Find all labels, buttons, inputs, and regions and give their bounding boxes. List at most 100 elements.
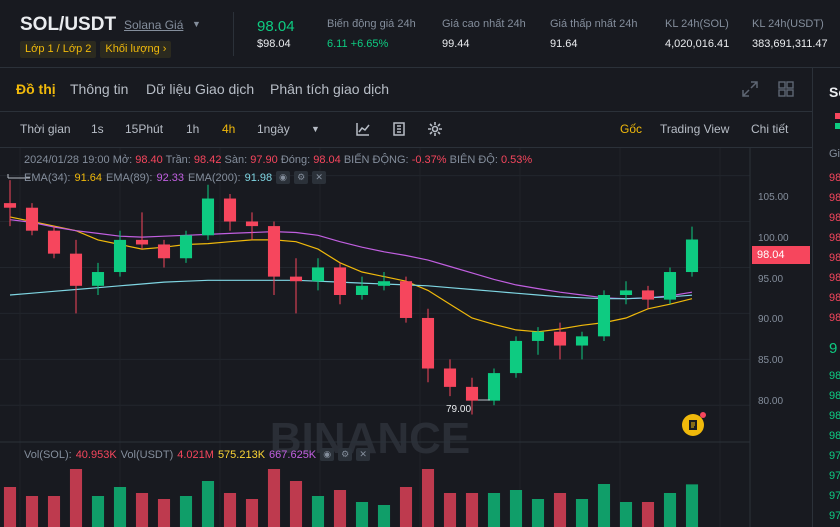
y-tick: 85.00	[758, 355, 784, 366]
ask-price: 98	[829, 272, 840, 284]
candle-body	[69, 253, 83, 286]
interval-dropdown-icon[interactable]: ▼	[311, 124, 320, 134]
settings-icon[interactable]: ⚙	[338, 448, 353, 461]
low-price-label: 79.00	[446, 404, 472, 415]
buy-indicator-icon[interactable]	[835, 123, 840, 129]
ema-lines	[9, 216, 693, 333]
interval-1s[interactable]: 1s	[91, 122, 104, 136]
volume-bar	[245, 499, 259, 527]
stat-label: KL 24h(USDT)	[752, 18, 824, 30]
stat-label: Giá thấp nhất 24h	[550, 18, 638, 30]
indicator-icon[interactable]	[355, 121, 371, 137]
stat-value: 4,020,016.41	[665, 38, 730, 50]
gear-icon[interactable]	[427, 121, 443, 137]
eye-icon[interactable]: ◉	[276, 171, 291, 184]
grid-layout-icon[interactable]	[777, 80, 795, 98]
pair-name-link[interactable]: Solana Giá	[124, 18, 184, 32]
bid-price: 97	[829, 490, 840, 502]
vol-ma1-value: 575.213K	[217, 448, 266, 461]
tab-trading-analysis[interactable]: Phân tích giao dịch	[270, 81, 390, 97]
volume-bar	[25, 496, 39, 527]
depth-icon[interactable]	[391, 121, 407, 137]
candle-body	[685, 239, 699, 273]
candles	[3, 180, 699, 415]
candle-body	[311, 267, 325, 282]
expand-icon[interactable]	[741, 80, 759, 98]
candle-body	[267, 226, 281, 277]
order-book-button[interactable]	[682, 414, 704, 436]
candle-body	[3, 203, 17, 208]
volume-bar	[487, 493, 501, 527]
volume-bar	[311, 496, 325, 527]
notification-dot	[700, 412, 706, 418]
interval-1h[interactable]: 1h	[186, 122, 200, 136]
candle-body	[25, 207, 39, 231]
order-book-title: So	[829, 84, 840, 100]
candle-body	[641, 290, 655, 300]
interval-4h[interactable]: 4h	[222, 122, 236, 136]
tab-chart[interactable]: Đồ thị	[16, 81, 56, 97]
volume-bar	[113, 487, 127, 527]
volume-bar	[421, 469, 435, 527]
candle-body	[399, 281, 413, 318]
last-price-usd: $98.04	[257, 38, 291, 50]
interval-time[interactable]: Thời gian	[20, 122, 71, 136]
tag-layer[interactable]: Lớp 1 / Lớp 2	[20, 41, 97, 58]
close-icon[interactable]: ✕	[356, 448, 371, 461]
volume-bar	[179, 496, 193, 527]
ema-line-1	[9, 219, 693, 300]
volume-bar	[355, 502, 369, 527]
candle-body	[553, 331, 567, 346]
pair-symbol[interactable]: SOL/USDT	[20, 14, 117, 35]
volume-bar	[597, 484, 611, 527]
volume-bar	[135, 493, 149, 527]
volume-bar	[91, 496, 105, 527]
view-tradingview[interactable]: Trading View	[660, 122, 730, 136]
volume-bar	[69, 469, 83, 527]
ema34-label: EMA(34):	[24, 171, 71, 184]
candlestick-chart[interactable]: BINANCE	[0, 148, 812, 527]
ask-price: 98	[829, 252, 840, 264]
bid-price: 97	[829, 470, 840, 482]
pair-dropdown-icon[interactable]: ▼	[192, 19, 201, 29]
tag-volume[interactable]: Khối lượng ›	[100, 41, 172, 58]
legend-low: 97.90	[250, 154, 278, 166]
interval-15m[interactable]: 15Phút	[125, 122, 164, 136]
ask-price: 98	[829, 212, 840, 224]
volume-bar	[509, 490, 523, 527]
candle-body	[465, 386, 479, 401]
sell-indicator-icon[interactable]	[835, 113, 840, 119]
volume-bar	[47, 496, 61, 527]
order-book-col-label: Gi	[829, 148, 840, 160]
candle-body	[531, 331, 545, 341]
volume-bar	[223, 493, 237, 527]
volume-bar	[619, 502, 633, 527]
settings-icon[interactable]: ⚙	[294, 171, 309, 184]
legend-datetime: 2024/01/28 19:00	[24, 154, 110, 166]
main-tabs: Đồ thị Thông tin Dữ liệu Giao dịch Phân …	[0, 68, 812, 112]
ask-price: 98	[829, 292, 840, 304]
ema34-value: 91.64	[74, 171, 102, 184]
volume-bar	[465, 493, 479, 527]
interval-1d[interactable]: 1ngày	[257, 122, 290, 136]
volume-bar	[3, 487, 17, 527]
volume-bar	[641, 502, 655, 527]
ema-line-2	[9, 279, 693, 300]
ohlc-legend: 2024/01/28 19:00 Mở: 98.40 Trần: 98.42 S…	[24, 154, 532, 166]
candle-body	[245, 221, 259, 227]
volume-bars	[3, 469, 699, 527]
view-detail[interactable]: Chi tiết	[751, 122, 789, 136]
ema-line-0	[9, 216, 693, 333]
stat-high-24h: Giá cao nhất 24h 99.44	[442, 18, 526, 50]
bid-price: 98	[829, 370, 840, 382]
tab-trading-data[interactable]: Dữ liệu Giao dịch	[146, 81, 255, 97]
eye-icon[interactable]: ◉	[320, 448, 335, 461]
stat-label: Biến động giá 24h	[327, 18, 416, 30]
close-icon[interactable]: ✕	[312, 171, 327, 184]
legend-change-label: BIẾN ĐỘNG:	[343, 154, 409, 166]
view-original[interactable]: Gốc	[620, 122, 643, 136]
volume-bar	[553, 493, 567, 527]
order-book-last-price: 9	[829, 340, 838, 357]
y-tick: 90.00	[758, 314, 784, 325]
tab-info[interactable]: Thông tin	[70, 81, 129, 97]
